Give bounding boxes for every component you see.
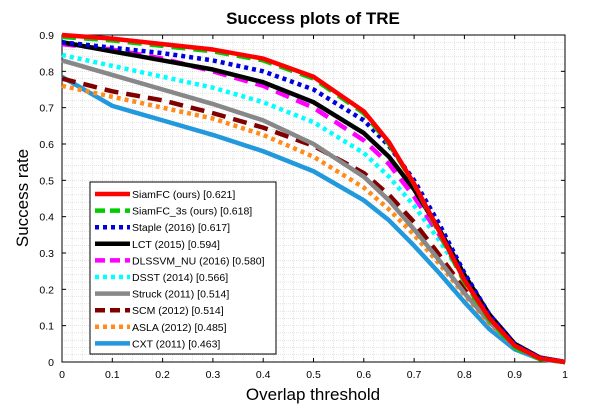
y-tick-label: 0.4 [39,212,54,224]
legend-label: CXT (2011) [0.463] [132,338,220,350]
x-tick-label: 0.2 [155,369,170,381]
legend-label: LCT (2015) [0.594] [132,239,220,251]
y-tick-label: 0.6 [39,139,54,151]
x-tick-label: 0.9 [507,369,522,381]
y-tick-label: 0.7 [39,103,54,115]
x-tick-label: 0.1 [105,369,120,381]
x-tick-label: 0.8 [457,369,472,381]
legend-label: Struck (2011) [0.514] [132,289,229,301]
legend-label: ASLA (2012) [0.485] [132,322,227,334]
y-tick-label: 0.8 [39,66,54,78]
legend-label: SCM (2012) [0.514] [132,305,224,317]
legend-label: SiamFC (ours) [0.621] [132,189,235,201]
x-tick-label: 0.4 [256,369,271,381]
y-tick-label: 0.9 [39,30,54,42]
y-axis-ticks: 0 0.1 0.2 0.3 0.4 0.5 0.6 0.7 0.8 0.9 [39,30,565,369]
series-line [60,74,566,365]
y-axis-label: Success rate [13,149,32,247]
y-tick-label: 0.1 [39,321,54,333]
legend-label: Staple (2016) [0.617] [132,222,230,234]
legend: SiamFC (ours) [0.621] SiamFC_3s (ours) [0… [89,181,277,355]
chart-title: Success plots of TRE [226,9,400,28]
series-line [61,52,566,365]
x-axis-ticks: 0 0.1 0.2 0.3 0.4 0.5 0.6 0.7 0.8 0.9 1 [59,35,568,381]
x-tick-label: 0.6 [356,369,371,381]
series-line [61,32,566,365]
x-axis-label: Overlap threshold [246,385,380,404]
legend-label: DSST (2014) [0.566] [132,272,228,284]
y-tick-label: 0.2 [39,284,54,296]
x-tick-label: 0.5 [306,369,321,381]
series-lines [60,32,566,365]
x-tick-label: 0.3 [206,369,221,381]
legend-label: SiamFC_3s (ours) [0.618] [132,206,252,218]
x-tick-label: 0 [59,369,65,381]
y-tick-label: 0.3 [39,248,54,260]
y-tick-label: 0.5 [39,175,54,187]
x-tick-label: 0.7 [407,369,422,381]
legend-label: DLSSVM_NU (2016) [0.580] [132,255,265,267]
y-tick-label: 0 [48,357,54,369]
x-tick-label: 1 [562,369,568,381]
